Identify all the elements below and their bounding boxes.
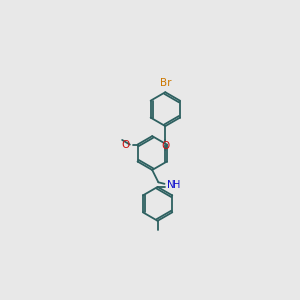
Text: O: O <box>122 140 130 150</box>
Text: N: N <box>167 180 175 190</box>
Text: O: O <box>161 141 170 151</box>
Text: H: H <box>173 180 180 190</box>
Text: Br: Br <box>160 78 171 88</box>
